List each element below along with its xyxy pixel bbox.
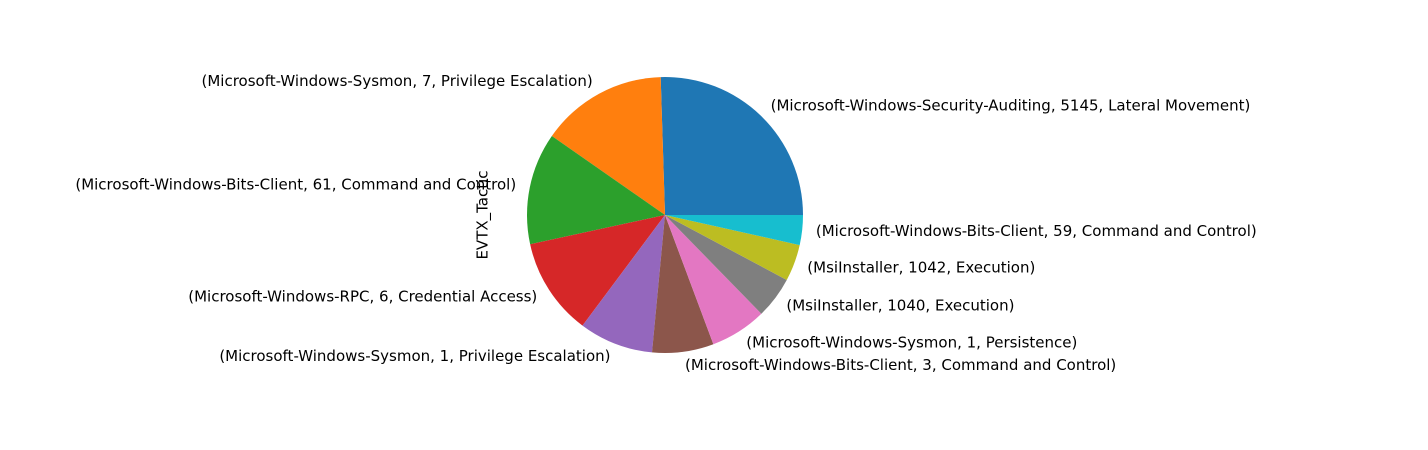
slice-label-7: (Microsoft-Windows-Sysmon, 1, Persistenc…	[746, 334, 1077, 352]
slice-label-2: (Microsoft-Windows-Sysmon, 7, Privilege …	[202, 72, 593, 90]
pie-labels: (Microsoft-Windows-Security-Auditing, 51…	[75, 72, 1256, 374]
pie-slice-9	[665, 215, 800, 280]
slice-label-1: (Microsoft-Windows-Security-Auditing, 51…	[771, 97, 1251, 115]
pie-slice-5	[582, 215, 665, 353]
pie-slice-6	[652, 215, 714, 354]
slice-label-5: (Microsoft-Windows-Sysmon, 1, Privilege …	[219, 347, 610, 365]
pie-slice-1	[660, 77, 803, 216]
slice-label-4: (Microsoft-Windows-RPC, 6, Credential Ac…	[188, 288, 537, 306]
pie-slice-10	[665, 215, 803, 246]
slice-label-3: (Microsoft-Windows-Bits-Client, 61, Comm…	[75, 176, 516, 194]
pie-slices	[527, 77, 803, 354]
slice-label-10: (Microsoft-Windows-Bits-Client, 59, Comm…	[816, 222, 1257, 240]
pie-slice-3	[527, 136, 665, 245]
slice-label-9: (MsiInstaller, 1042, Execution)	[807, 258, 1035, 276]
pie-slice-7	[665, 215, 762, 345]
pie-slice-4	[530, 215, 665, 326]
y-axis-label: EVTX_Tactic	[474, 170, 493, 259]
pie-slice-8	[665, 215, 787, 314]
pie-slice-2	[551, 77, 665, 215]
slice-label-8: (MsiInstaller, 1040, Execution)	[786, 297, 1014, 315]
slice-label-6: (Microsoft-Windows-Bits-Client, 3, Comma…	[685, 356, 1116, 374]
